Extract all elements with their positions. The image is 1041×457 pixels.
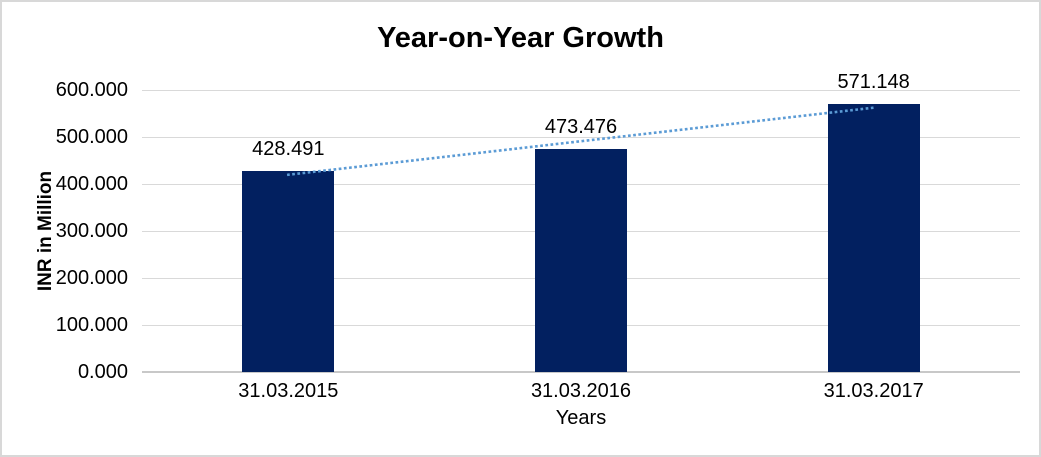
y-tick-label: 600.000 bbox=[55, 79, 128, 101]
bar bbox=[535, 149, 627, 372]
x-axis-line bbox=[142, 371, 1020, 373]
chart-title: Year-on-Year Growth bbox=[377, 22, 664, 54]
x-tick-label: 31.03.2017 bbox=[823, 380, 924, 402]
gridline bbox=[142, 90, 1020, 91]
trendline bbox=[286, 106, 876, 177]
trendline-dotted-line bbox=[286, 106, 876, 177]
gridline bbox=[142, 137, 1020, 138]
bar bbox=[827, 103, 920, 372]
y-tick-label: 300.000 bbox=[55, 220, 128, 242]
x-axis-title: Years bbox=[555, 407, 607, 429]
bar-data-label: 428.491 bbox=[252, 137, 325, 160]
y-tick-label: 200.000 bbox=[55, 267, 128, 289]
y-tick-label: 400.000 bbox=[55, 173, 128, 195]
y-tick-label: 500.000 bbox=[55, 126, 128, 148]
plot-area bbox=[142, 90, 1020, 373]
bar-data-label: 571.148 bbox=[837, 70, 910, 93]
bar bbox=[242, 170, 335, 372]
x-tick-label: 31.03.2016 bbox=[530, 380, 632, 402]
x-tick-label: 31.03.2015 bbox=[238, 380, 339, 402]
bar-data-label: 473.476 bbox=[544, 116, 618, 139]
y-tick-label: 100.000 bbox=[55, 314, 128, 336]
y-tick-label: 0.000 bbox=[77, 361, 128, 383]
